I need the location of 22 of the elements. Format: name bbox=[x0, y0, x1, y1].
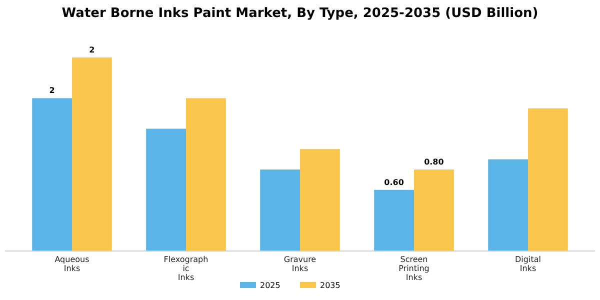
bar bbox=[414, 169, 454, 251]
bar bbox=[488, 159, 528, 251]
legend-label: 2035 bbox=[320, 281, 340, 290]
bar bbox=[260, 169, 300, 251]
data-label: 2 bbox=[89, 45, 95, 54]
bar bbox=[528, 108, 568, 251]
data-label: 2 bbox=[49, 86, 55, 96]
bar bbox=[300, 149, 340, 251]
x-tick-label: Aqueous Inks bbox=[54, 255, 90, 273]
bar bbox=[186, 98, 226, 251]
x-tick-label: Screen Printing Inks bbox=[398, 255, 430, 282]
bar bbox=[374, 190, 414, 251]
data-label: 0.80 bbox=[424, 157, 444, 166]
bar bbox=[72, 57, 112, 251]
x-tick-label: Flexographic Inks bbox=[164, 255, 208, 282]
x-tick-label: Digital Inks bbox=[515, 255, 541, 273]
bar bbox=[146, 128, 186, 251]
data-label: 0.60 bbox=[384, 178, 404, 187]
legend-label: 2025 bbox=[260, 281, 280, 290]
x-tick-label: Gravure Inks bbox=[284, 255, 316, 273]
chart-title: Water Borne Inks Paint Market, By Type, 2025-2035 (USD Billion) bbox=[62, 6, 538, 21]
bar bbox=[32, 98, 72, 251]
